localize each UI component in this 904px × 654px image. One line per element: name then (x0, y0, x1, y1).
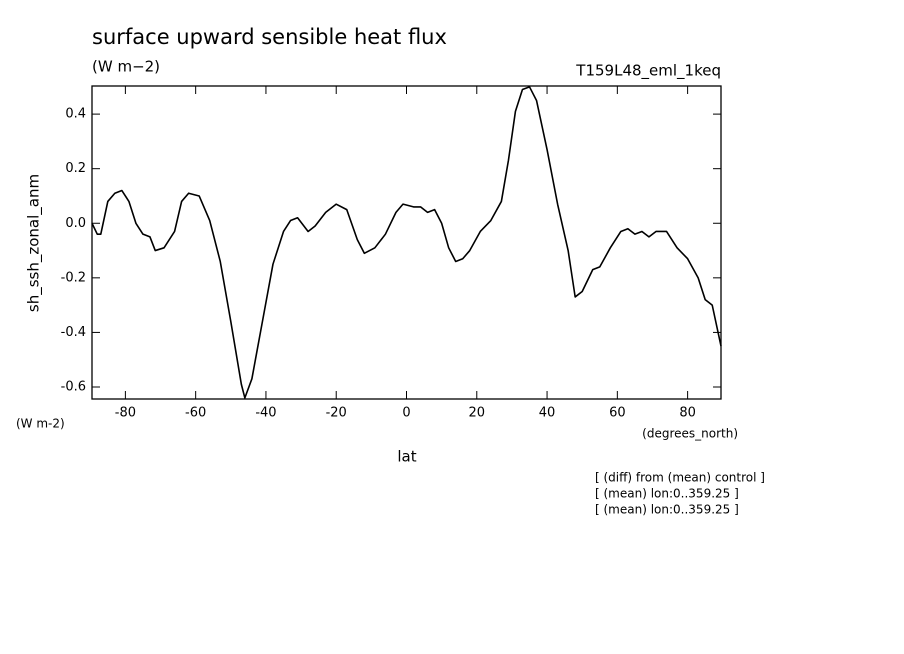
y-axis-title: sh_ssh_zonal_anm (25, 174, 44, 312)
x-tick-label: 20 (469, 406, 486, 421)
note: [ (mean) lon:0..359.25 ] (595, 487, 739, 501)
y-tick-label: 0.2 (65, 161, 86, 176)
x-tick-label: 0 (402, 406, 410, 421)
units: (W m−2) (92, 58, 160, 76)
x-tick-label: 60 (609, 406, 626, 421)
note: [ (diff) from (mean) control ] (595, 471, 765, 485)
y-tick-label: -0.6 (61, 379, 86, 394)
x-units: (degrees_north) (642, 427, 738, 441)
line-series (91, 86, 722, 399)
x-tick-label: -40 (255, 406, 276, 421)
x-tick-label: 80 (679, 406, 696, 421)
x-tick-label: 40 (539, 406, 556, 421)
x-axis-title: lat (397, 448, 416, 466)
y-tick-label: -0.2 (61, 270, 86, 285)
plot-frame (91, 85, 722, 400)
y-tick-label: 0.0 (65, 216, 86, 231)
y-units: (W m-2) (16, 417, 65, 431)
note: [ (mean) lon:0..359.25 ] (595, 503, 739, 517)
chart-title: surface upward sensible heat flux (92, 25, 447, 49)
run-label: T159L48_eml_1keq (575, 62, 721, 81)
y-tick-label: 0.4 (65, 107, 86, 122)
x-tick-label: -20 (326, 406, 347, 421)
x-tick-label: -80 (115, 406, 136, 421)
y-tick-label: -0.4 (61, 325, 86, 340)
x-tick-label: -60 (185, 406, 206, 421)
